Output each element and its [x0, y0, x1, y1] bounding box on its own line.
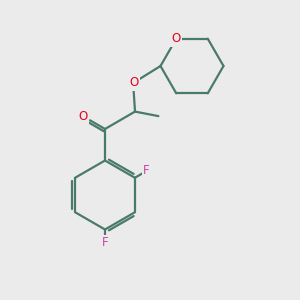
Text: O: O: [129, 76, 138, 89]
Text: F: F: [102, 236, 108, 250]
Text: O: O: [172, 32, 181, 45]
Text: O: O: [79, 110, 88, 123]
Text: F: F: [143, 164, 150, 178]
